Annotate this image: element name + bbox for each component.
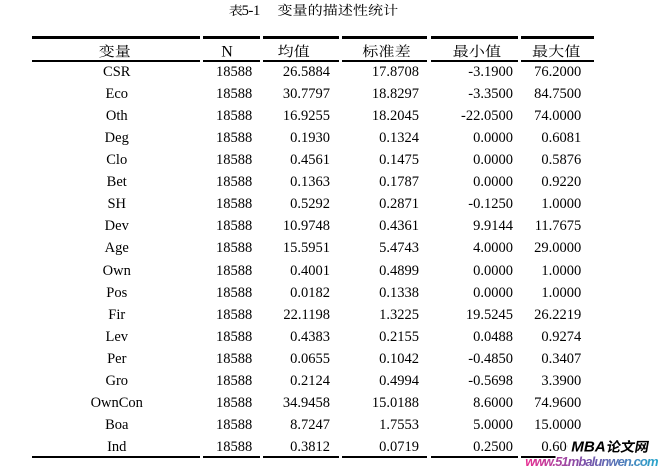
svg-text:MBA: MBA bbox=[571, 439, 606, 456]
svg-text:N: N bbox=[221, 43, 233, 60]
svg-text:www.51mbalunwen.com: www.51mbalunwen.com bbox=[525, 454, 658, 468]
svg-text:5-1: 5-1 bbox=[242, 3, 260, 19]
